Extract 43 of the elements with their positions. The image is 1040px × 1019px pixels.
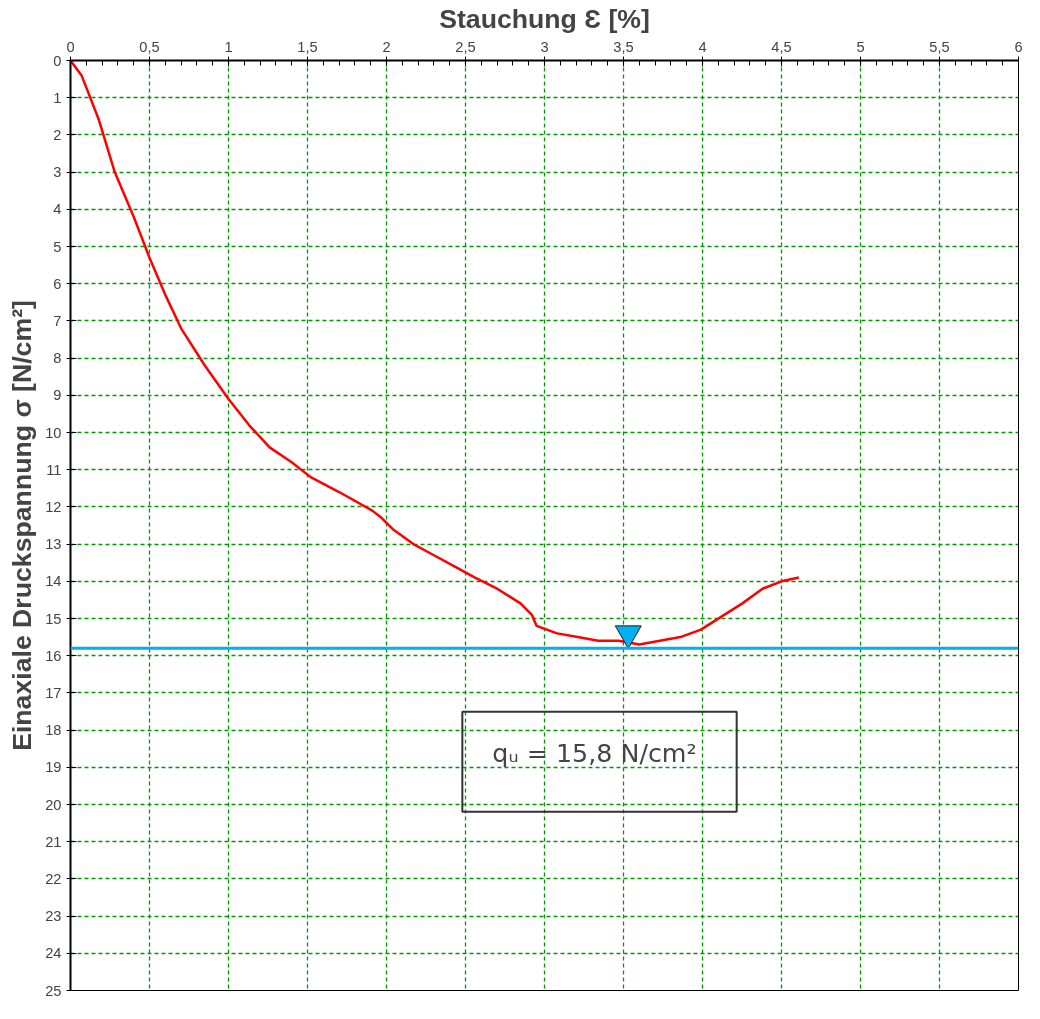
y-tick-label: 0 — [53, 52, 62, 69]
x-tick-label: 1,5 — [297, 38, 318, 55]
y-tick-label: 25 — [45, 982, 62, 999]
x-tick-label: 5,5 — [929, 38, 950, 55]
y-tick-label: 8 — [53, 350, 62, 367]
y-tick-label: 18 — [45, 722, 62, 739]
x-tick-label: 0 — [66, 38, 75, 55]
annotation: qᵤ = 15,8 N/cm² — [492, 737, 697, 768]
y-tick-label: 10 — [45, 424, 62, 441]
y-tick-label: 20 — [45, 796, 62, 813]
x-tick-label: 5 — [856, 38, 865, 55]
y-tick-label: 9 — [53, 387, 62, 404]
y-tick-label: 1 — [53, 89, 62, 106]
y-tick-label: 16 — [45, 647, 62, 664]
y-tick-label: 7 — [53, 312, 62, 329]
x-axis-title: Stauchung Ɛ [%] — [439, 3, 650, 34]
line-series — [70, 60, 801, 646]
y-tick-label: 17 — [45, 684, 62, 701]
y-tick-label: 23 — [45, 908, 62, 925]
y-tick-label: 4 — [53, 201, 62, 218]
x-tick-label: 0,5 — [139, 38, 160, 55]
y-tick-label: 2 — [53, 126, 62, 143]
x-tick-label: 2 — [382, 38, 391, 55]
y-tick-label: 12 — [45, 498, 62, 515]
y-tick-label: 24 — [45, 945, 62, 962]
x-tick-label: 1 — [224, 38, 233, 55]
x-tick-label: 3 — [540, 38, 549, 55]
y-tick-label: 14 — [45, 573, 62, 590]
y-tick-label: 15 — [45, 610, 62, 627]
x-tick-label: 3,5 — [613, 38, 634, 55]
y-tick-label: 5 — [53, 238, 62, 255]
y-tick-label: 13 — [45, 536, 62, 553]
x-tick-label: 4,5 — [771, 38, 792, 55]
y-tick-label: 22 — [45, 870, 62, 887]
x-tick-label: 2,5 — [455, 38, 476, 55]
y-tick-label: 3 — [53, 164, 62, 181]
y-tick-label: 6 — [53, 275, 62, 292]
x-tick-label: 6 — [1014, 38, 1023, 55]
y-tick-label: 19 — [45, 759, 62, 776]
y-axis-title: Einaxiale Druckspannung σ [N/cm²] — [7, 300, 38, 751]
y-tick-label: 21 — [45, 833, 62, 850]
y-tick-label: 11 — [46, 461, 62, 478]
x-tick-label: 4 — [698, 38, 707, 55]
